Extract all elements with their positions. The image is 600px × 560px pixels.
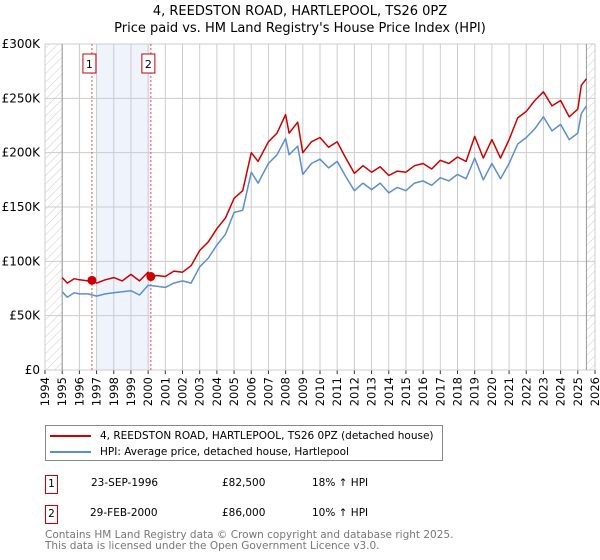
transaction-badge: 2 <box>45 505 58 524</box>
hpi-series-line <box>61 105 588 298</box>
y-tick-label: £200K <box>2 146 42 160</box>
x-tick-label: 2015 <box>399 377 413 406</box>
sale-point <box>146 272 156 282</box>
y-tick-label: £300K <box>2 37 42 51</box>
footer-line-1: Contains HM Land Registry data © Crown c… <box>45 529 454 541</box>
transaction-badge: 1 <box>45 475 58 494</box>
x-tick-label: 2012 <box>347 377 361 406</box>
footer: Contains HM Land Registry data © Crown c… <box>45 530 453 552</box>
legend-swatch-property <box>50 435 91 437</box>
transaction-price: £82,500 <box>222 477 266 489</box>
transaction-date: 29-FEB-2000 <box>90 507 158 519</box>
x-tick-label: 2020 <box>485 377 499 406</box>
y-tick-label: £0 <box>25 363 40 377</box>
sale-marker-label: 2 <box>145 58 152 71</box>
legend: 4, REEDSTON ROAD, HARTLEPOOL, TS26 0PZ (… <box>45 425 443 461</box>
sale-marker-label: 1 <box>86 58 93 71</box>
x-tick-label: 1999 <box>124 377 138 406</box>
x-tick-label: 2014 <box>382 377 396 406</box>
x-tick-label: 2002 <box>176 377 190 406</box>
legend-item-hpi: HPI: Average price, detached house, Hart… <box>50 444 349 460</box>
x-tick-label: 2013 <box>365 377 379 406</box>
x-tick-label: 2018 <box>451 377 465 406</box>
x-tick-label: 2022 <box>519 377 533 406</box>
sale-marker-badge <box>141 53 156 74</box>
property-series-line <box>61 78 587 284</box>
x-tick-label: 2007 <box>261 377 275 406</box>
transaction-hpi: 18% ↑ HPI <box>312 477 369 489</box>
x-tick-label: 2010 <box>313 377 327 406</box>
x-tick-label: 2024 <box>554 377 568 406</box>
x-tick-label: 2011 <box>330 377 344 406</box>
footer-line-2: This data is licensed under the Open Gov… <box>45 540 380 552</box>
legend-label-hpi: HPI: Average price, detached house, Hart… <box>100 446 349 458</box>
x-tick-label: 1995 <box>55 377 69 406</box>
transaction-hpi: 10% ↑ HPI <box>312 507 369 519</box>
y-tick-label: £250K <box>2 91 42 105</box>
legend-label-property: 4, REEDSTON ROAD, HARTLEPOOL, TS26 0PZ (… <box>100 430 434 442</box>
x-tick-label: 2005 <box>227 377 241 406</box>
x-tick-label: 2009 <box>296 377 310 406</box>
x-tick-label: 2001 <box>158 377 172 406</box>
x-tick-label: 2003 <box>193 377 207 406</box>
x-tick-label: 2008 <box>279 377 293 406</box>
y-tick-label: £100K <box>2 254 42 268</box>
x-tick-label: 2023 <box>536 377 550 406</box>
x-tick-label: 2006 <box>244 377 258 406</box>
x-tick-label: 2026 <box>588 377 600 406</box>
chart-title: 4, REEDSTON ROAD, HARTLEPOOL, TS26 0PZ <box>152 4 448 19</box>
x-tick-label: 2017 <box>433 377 447 406</box>
sale-marker-badge <box>82 53 97 74</box>
transaction-date: 23-SEP-1996 <box>91 477 159 489</box>
chart-subtitle: Price paid vs. HM Land Registry's House … <box>114 21 486 36</box>
x-tick-label: 2016 <box>416 377 430 406</box>
x-tick-label: 2025 <box>571 377 585 406</box>
x-tick-label: 2000 <box>141 377 155 406</box>
legend-item-property: 4, REEDSTON ROAD, HARTLEPOOL, TS26 0PZ (… <box>50 428 434 444</box>
x-tick-label: 1997 <box>90 377 104 406</box>
x-tick-label: 2004 <box>210 377 224 406</box>
price-chart: 1994 1995 1996 1997 1998 1999 2000 2001 2002 2003… <box>2 37 600 406</box>
x-tick-label: 1996 <box>72 377 86 406</box>
transaction-price: £86,000 <box>222 507 266 519</box>
x-tick-label: 1994 <box>38 377 52 406</box>
x-tick-label: 2021 <box>502 377 516 406</box>
y-tick-label: £150K <box>2 200 42 214</box>
x-tick-label: 2019 <box>468 377 482 406</box>
y-tick-label: £50K <box>9 309 41 323</box>
x-tick-label: 1998 <box>107 377 121 406</box>
sale-point <box>87 275 97 285</box>
legend-swatch-hpi <box>50 451 91 453</box>
